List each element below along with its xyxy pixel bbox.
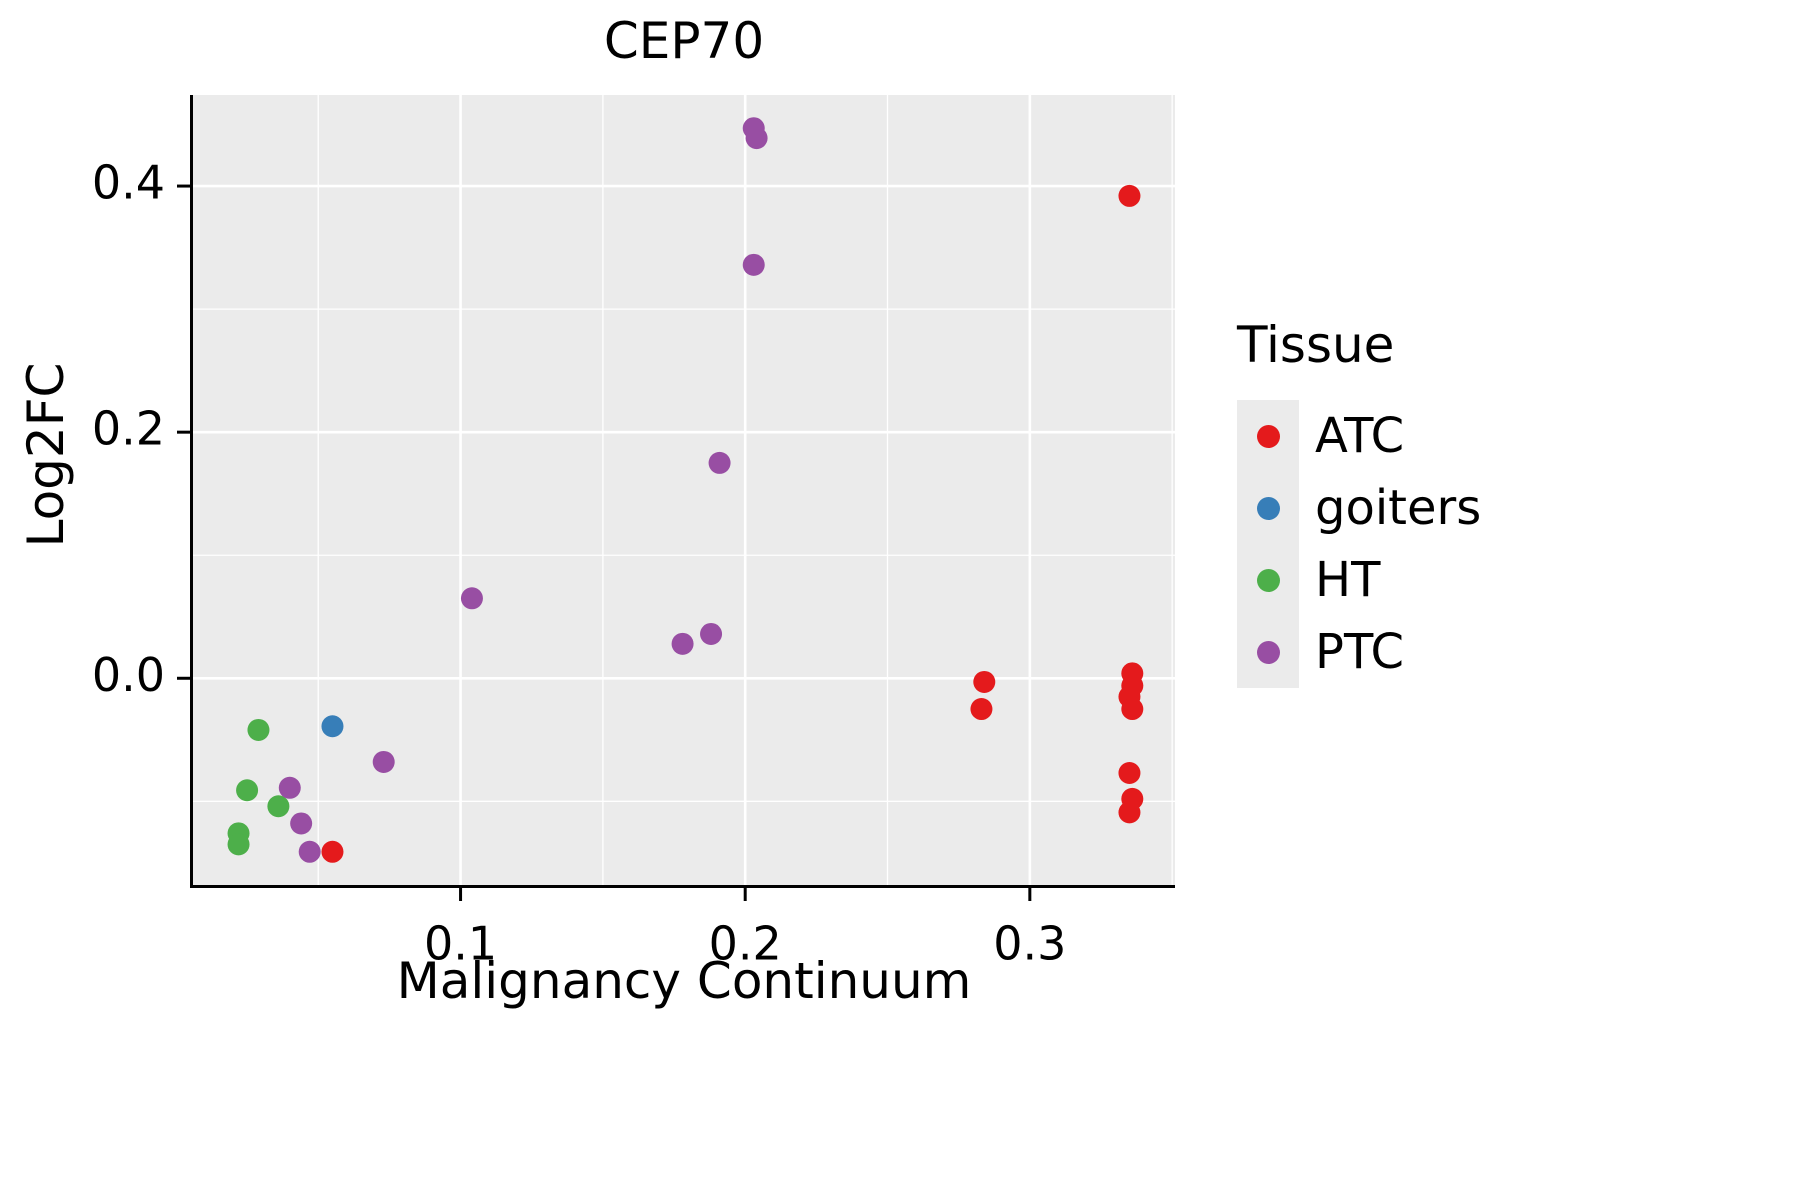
data-point-atc	[1118, 801, 1141, 824]
x-tick-label: 0.1	[424, 917, 497, 971]
legend-dot-icon	[1256, 568, 1280, 592]
y-tick-label: 0.2	[92, 402, 165, 456]
plot-panel	[193, 95, 1175, 885]
data-point-atc	[321, 840, 344, 863]
data-point-goiters	[321, 715, 344, 738]
legend-entry-goiters: goiters	[1237, 472, 1481, 544]
legend-dot-icon	[1256, 424, 1280, 448]
data-point-ht	[236, 779, 259, 802]
y-axis-label: Log2FC	[17, 362, 75, 548]
data-point-atc	[973, 670, 996, 693]
legend-dot-icon	[1256, 496, 1280, 520]
data-point-ptc	[700, 622, 723, 645]
data-point-atc	[1118, 184, 1141, 207]
data-point-ht	[267, 795, 290, 818]
data-point-ht	[227, 833, 250, 856]
legend-label: ATC	[1315, 408, 1405, 464]
legend-key	[1237, 400, 1299, 472]
data-point-ptc	[278, 776, 301, 799]
y-tick-label: 0.4	[92, 156, 165, 210]
legend-key	[1237, 616, 1299, 688]
y-tick-label: 0.0	[92, 648, 165, 702]
legend-entry-atc: ATC	[1237, 400, 1481, 472]
data-point-ptc	[290, 812, 313, 835]
x-tick-label: 0.3	[993, 917, 1066, 971]
legend: Tissue ATC goiters HT PTC	[1237, 316, 1481, 688]
chart-title: CEP70	[603, 12, 765, 70]
data-point-ptc	[298, 840, 321, 863]
legend-entries: ATC goiters HT PTC	[1237, 400, 1481, 688]
legend-entry-ptc: PTC	[1237, 616, 1481, 688]
legend-key	[1237, 472, 1299, 544]
data-point-ptc	[671, 632, 694, 655]
legend-dot-icon	[1256, 640, 1280, 664]
data-point-atc	[1118, 762, 1141, 785]
legend-label: goiters	[1315, 480, 1482, 536]
data-point-atc	[1121, 698, 1144, 721]
data-point-ht	[247, 718, 270, 741]
legend-entry-ht: HT	[1237, 544, 1481, 616]
data-point-ptc	[372, 750, 395, 773]
legend-key	[1237, 544, 1299, 616]
data-point-ptc	[742, 253, 765, 276]
data-point-ptc	[708, 451, 731, 474]
legend-label: PTC	[1315, 624, 1404, 680]
data-point-ptc	[460, 587, 483, 610]
data-point-ptc	[745, 127, 768, 150]
data-point-atc	[970, 698, 993, 721]
legend-title: Tissue	[1237, 316, 1395, 374]
x-axis-label: Malignancy Continuum	[396, 952, 972, 1010]
x-tick-label: 0.2	[709, 917, 782, 971]
legend-label: HT	[1315, 552, 1381, 608]
